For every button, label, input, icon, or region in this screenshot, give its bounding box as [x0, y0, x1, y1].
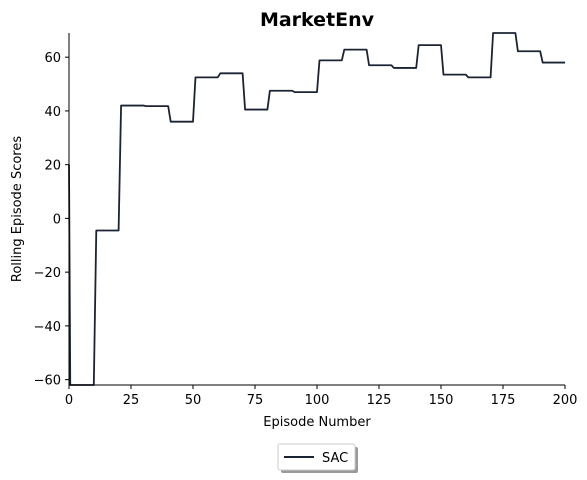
y-tick-label: −20: [34, 266, 61, 281]
y-tick-label: −40: [34, 320, 61, 335]
x-tick-label: 200: [553, 393, 578, 408]
x-tick-label: 25: [123, 393, 140, 408]
legend-label-sac: SAC: [322, 451, 348, 466]
x-tick-label: 50: [185, 393, 202, 408]
x-tick-label: 150: [429, 393, 454, 408]
x-tick-label: 75: [247, 393, 264, 408]
series-layer: [68, 32, 565, 386]
y-tick-label: 0: [53, 212, 61, 227]
plot-area: 0 25 50 75 100 125 150 175 200 −60 −40 −20 0 20 40 60: [34, 32, 578, 408]
x-tick-label: 0: [65, 393, 73, 408]
x-tick-label: 125: [367, 393, 392, 408]
x-axis-label: Episode Number: [263, 415, 371, 430]
chart-title: MarketEnv: [260, 9, 375, 31]
series-line-sac: [68, 32, 565, 386]
y-tick-label: 40: [44, 105, 61, 120]
x-tick-label: 175: [491, 393, 516, 408]
y-tick-label: −60: [34, 374, 61, 389]
x-ticks: 0 25 50 75 100 125 150 175 200: [65, 385, 578, 408]
legend: SAC: [277, 443, 358, 473]
y-axis-label: Rolling Episode Scores: [10, 136, 25, 282]
y-tick-label: 20: [44, 159, 61, 174]
y-tick-label: 60: [44, 51, 61, 66]
y-ticks: −60 −40 −20 0 20 40 60: [34, 51, 69, 389]
legend-box: [277, 443, 356, 471]
x-tick-label: 100: [305, 393, 330, 408]
